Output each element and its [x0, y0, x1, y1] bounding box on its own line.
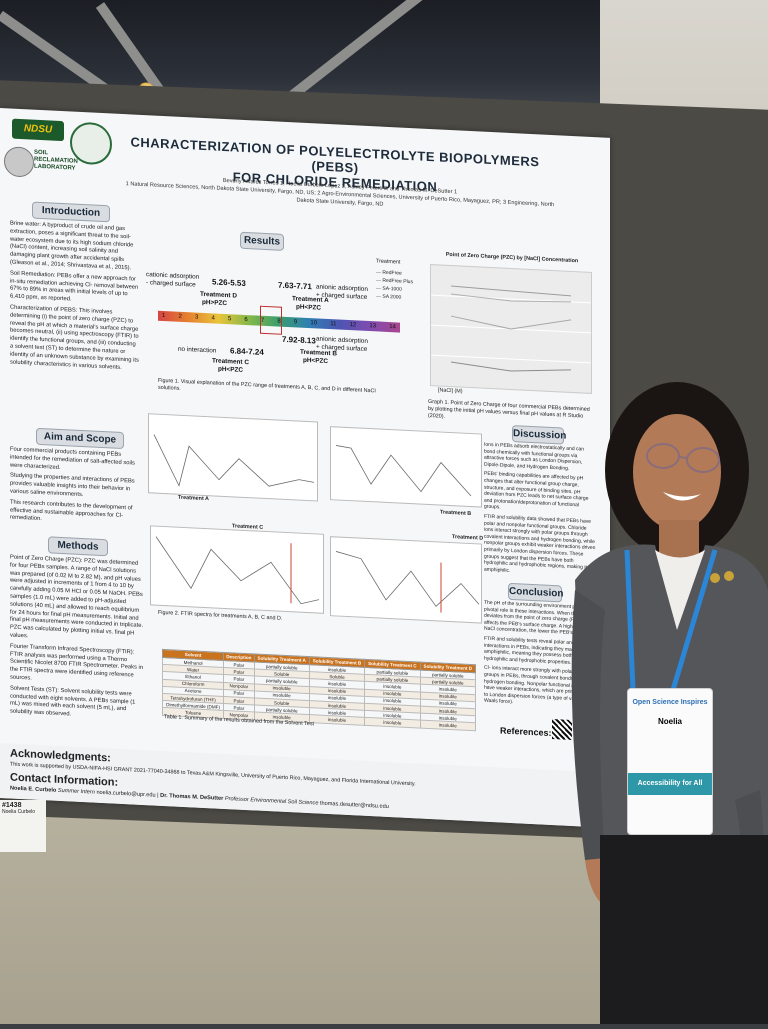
ph-scale-number: 10	[310, 320, 318, 327]
ph-scale-number: 1	[162, 312, 166, 320]
spectrum-d-label: Treatment D	[452, 534, 484, 542]
table-cell: insoluble	[420, 720, 476, 731]
ph-scale-number: 3	[194, 314, 199, 321]
treatment-d-ph: pH>PZC	[202, 298, 228, 308]
graph-legend: — RedFree — RedFree Plus — SA-1000— SA 200…	[376, 268, 413, 302]
badge-name: Noelia	[657, 717, 682, 726]
badge-brand: Open Science Inspires	[632, 699, 708, 706]
methods-text: Point of Zero Charge (PZC): PZC was dete…	[10, 554, 145, 726]
methods-paragraph: Fourier Transform Infrared Spectroscopy …	[10, 643, 144, 682]
aim-paragraph: This research contributes to the develop…	[10, 499, 133, 523]
discussion-heading: Discussion	[512, 425, 566, 445]
pzc-graph	[430, 264, 592, 394]
lab-logo-icon	[4, 146, 34, 178]
treatment-b-ph: pH<PZC	[303, 356, 329, 366]
board-number: #1438	[2, 802, 22, 809]
aim-paragraph: Studying the properties and interactions…	[10, 472, 135, 499]
research-poster: NDSU SOIL RECLAMATION LABORATORY CHARACT…	[0, 108, 610, 828]
aim-heading: Aim and Scope	[36, 427, 124, 450]
spectrum-a-label: Treatment A	[178, 494, 209, 503]
ftir-spectrum-d	[330, 536, 482, 624]
cationic-label: cationic adsorption - charged surface	[146, 271, 200, 289]
pzc-range-highlight	[260, 305, 282, 335]
conference-badge: Open Science Inspires Noelia Accessibili…	[627, 688, 713, 835]
table-cell: insoluble	[364, 717, 421, 728]
ph-scale-number: 13	[369, 323, 377, 330]
graph-title: Point of Zero Charge (PZC) by [NaCl] Con…	[445, 251, 579, 265]
board-number-tag: #1438 Noelia Curbelo	[0, 800, 46, 852]
references-heading: References:	[500, 725, 552, 738]
spectrum-b-label: Treatment B	[440, 509, 472, 518]
range-d: 5.26-5.53	[212, 277, 246, 289]
legend-title: Treatment	[376, 258, 401, 266]
ph-scale-number: 14	[389, 324, 396, 331]
figure-1-caption: Figure 1. Visual explanation of the PZC …	[158, 377, 376, 395]
ph-scale-number: 6	[244, 316, 248, 324]
range-c: 6.84-7.24	[230, 346, 264, 357]
introduction-text: Brine water: A byproduct of crude oil an…	[10, 220, 140, 376]
board-tag-name: Noelia Curbelo	[2, 809, 36, 815]
ph-scale-number: 5	[227, 316, 232, 323]
methods-heading: Methods	[48, 536, 108, 557]
no-interaction-label: no interaction	[178, 345, 217, 355]
methods-paragraph: Solvent Tests (ST): Solvent solubility t…	[10, 685, 136, 718]
table-cell: insoluble	[309, 714, 365, 725]
ftir-spectrum-b	[330, 426, 482, 508]
treatment-c-ph: pH<PZC	[218, 365, 244, 374]
conclusion-heading: Conclusion	[508, 582, 563, 603]
ndsu-logo: NDSU	[12, 118, 64, 142]
ftir-spectrum-a	[148, 413, 318, 502]
intro-paragraph: Soil Remediation: PEBs offer a new appro…	[10, 270, 139, 303]
ph-scale-number: 4	[211, 315, 215, 322]
range-b: 7.92-8.13	[282, 334, 316, 346]
aim-paragraph: Four commercial products containing PEBs…	[10, 446, 135, 471]
treatment-a-ph: pH<PZC	[296, 303, 322, 312]
ph-scale-number: 9	[293, 319, 298, 326]
ph-scale-number: 12	[349, 322, 357, 329]
intro-paragraph: Characterization of PEBS: This involves …	[10, 304, 139, 371]
badge-ribbon: Accessibility for All	[628, 773, 712, 795]
lab-logo-text: SOIL RECLAMATION LABORATORY	[34, 149, 78, 172]
introduction-heading: Introduction	[32, 201, 110, 223]
ftir-spectrum-c	[150, 525, 324, 614]
legend-entry: — SA 2000	[376, 293, 402, 301]
ph-scale-number: 11	[330, 321, 337, 328]
range-a: 7.63-7.71	[278, 280, 312, 292]
graph-xlabel: [NaCl] (M)	[438, 387, 463, 395]
intro-paragraph: Brine water: A byproduct of crude oil an…	[10, 220, 134, 272]
results-heading: Results	[240, 231, 284, 251]
ph-scale-number: 2	[178, 313, 182, 320]
aim-text: Four commercial products containing PEBs…	[10, 446, 140, 532]
pzc-graph-plot	[431, 285, 591, 372]
methods-paragraph: Point of Zero Charge (PZC): PZC was dete…	[10, 554, 144, 640]
